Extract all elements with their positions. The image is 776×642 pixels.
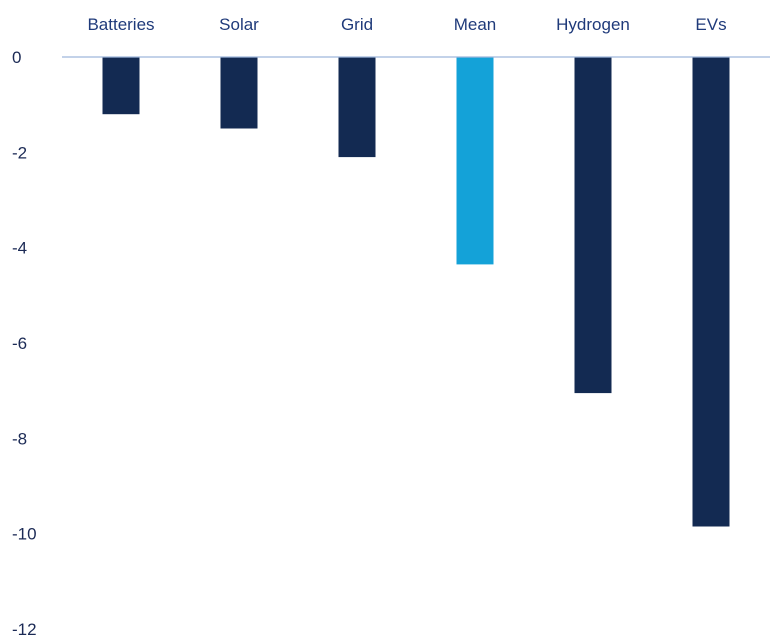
bar-solar [220, 57, 258, 129]
category-label: Mean [454, 15, 497, 34]
category-label: EVs [695, 15, 726, 34]
bar-mean [456, 57, 494, 265]
y-tick-label: 0 [12, 48, 21, 67]
bars-layer [102, 57, 730, 527]
y-tick-label: -12 [12, 620, 37, 637]
category-label: Grid [341, 15, 373, 34]
labels-layer: 0 -2 -4 -6 -8 -10 -12 Batteries Solar Grid Mean Hyd… [12, 15, 727, 639]
y-tick-label: -6 [12, 334, 27, 353]
category-label: Batteries [87, 15, 154, 34]
y-tick-label: -10 [12, 525, 37, 544]
y-tick-label: -8 [12, 429, 27, 448]
bar-grid [338, 57, 376, 158]
y-tick-label: -2 [12, 143, 27, 162]
bar-batteries [102, 57, 140, 115]
category-label: Hydrogen [556, 15, 630, 34]
y-tick-label: -4 [12, 239, 27, 258]
bar-hydrogen [574, 57, 612, 394]
bar-evs [692, 57, 730, 527]
category-label: Solar [219, 15, 259, 34]
